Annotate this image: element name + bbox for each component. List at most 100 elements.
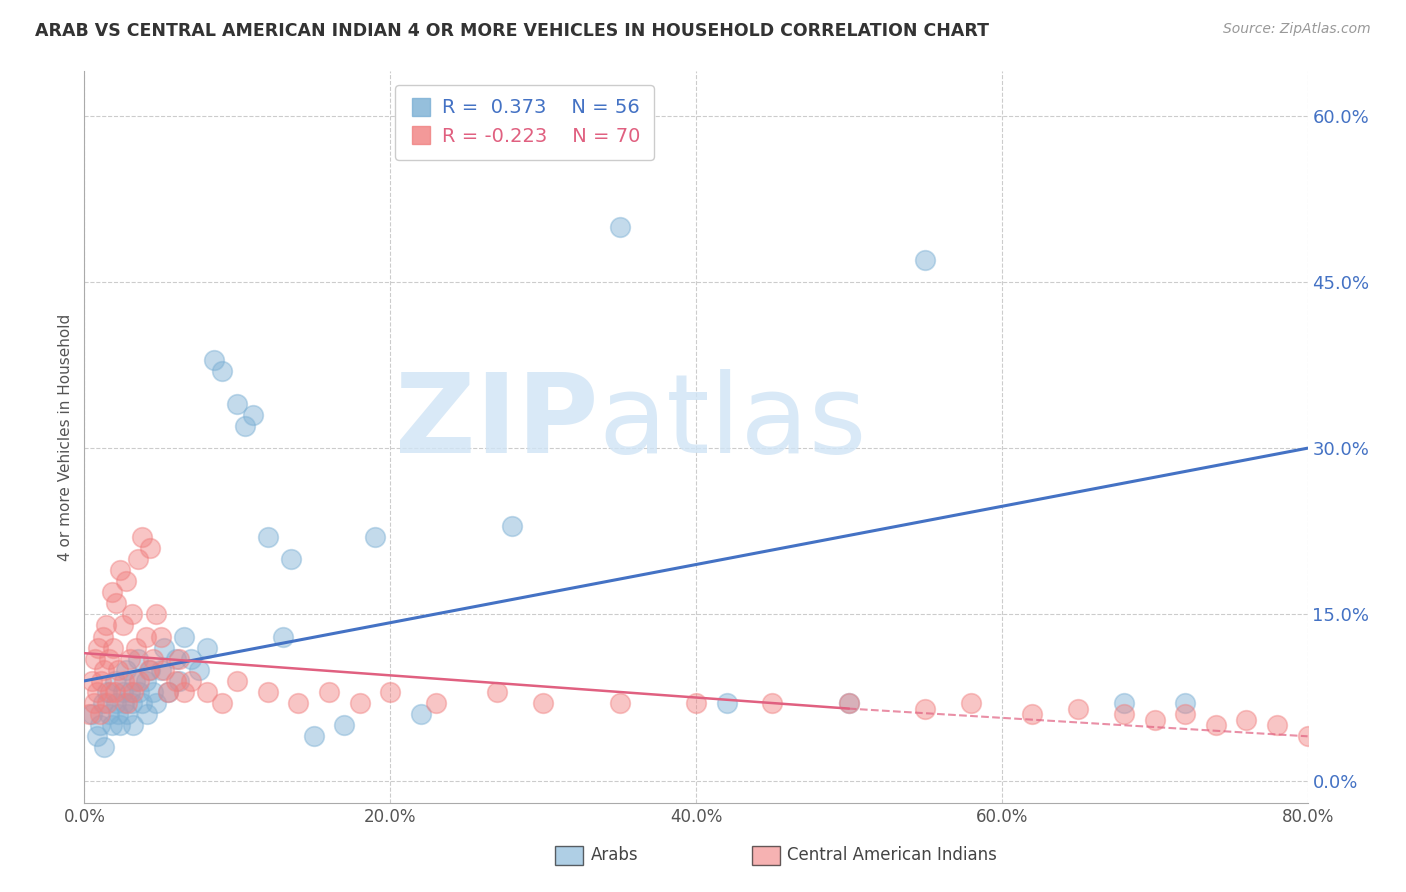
Point — [257, 685, 280, 699]
Point — [1174, 696, 1197, 710]
Point — [142, 685, 165, 699]
Point — [425, 696, 447, 710]
Point — [165, 673, 187, 688]
Point — [128, 685, 150, 699]
Point — [115, 707, 138, 722]
Point — [409, 707, 432, 722]
Point — [142, 651, 165, 665]
Point — [115, 696, 138, 710]
Point — [226, 397, 249, 411]
Point — [167, 651, 190, 665]
Point — [349, 696, 371, 710]
Point — [111, 685, 134, 699]
Point — [131, 530, 153, 544]
Point — [1327, 729, 1350, 743]
Point — [124, 673, 146, 688]
Point — [1205, 718, 1227, 732]
Point — [1143, 713, 1166, 727]
Point — [257, 530, 280, 544]
Point — [318, 685, 340, 699]
Point — [153, 640, 176, 655]
Point — [960, 696, 983, 710]
Point — [104, 685, 127, 699]
Point — [287, 696, 309, 710]
Point — [1114, 696, 1136, 710]
Y-axis label: 4 or more Vehicles in Household: 4 or more Vehicles in Household — [58, 313, 73, 561]
Text: ARAB VS CENTRAL AMERICAN INDIAN 4 OR MORE VEHICLES IN HOUSEHOLD CORRELATION CHAR: ARAB VS CENTRAL AMERICAN INDIAN 4 OR MOR… — [35, 22, 990, 40]
Point — [195, 640, 218, 655]
Point — [188, 663, 211, 677]
Point — [1021, 707, 1043, 722]
Point — [838, 696, 860, 710]
Point — [1174, 707, 1197, 722]
Point — [107, 663, 129, 677]
Point — [94, 618, 117, 632]
Point — [531, 696, 554, 710]
Point — [127, 651, 149, 665]
Point — [105, 696, 128, 710]
Point — [157, 685, 180, 699]
Point — [80, 707, 103, 722]
Point — [914, 701, 936, 715]
Point — [1114, 707, 1136, 722]
Point — [145, 607, 167, 622]
Point — [139, 541, 162, 555]
Point — [138, 663, 160, 677]
Point — [93, 740, 115, 755]
Text: Central American Indians: Central American Indians — [787, 847, 997, 864]
Point — [128, 673, 150, 688]
Point — [486, 685, 509, 699]
Point — [89, 707, 111, 722]
Legend: R =  0.373    N = 56, R = -0.223    N = 70: R = 0.373 N = 56, R = -0.223 N = 70 — [395, 85, 654, 160]
Point — [107, 707, 129, 722]
Point — [242, 408, 264, 422]
Point — [114, 663, 136, 677]
Point — [91, 630, 114, 644]
Point — [97, 707, 120, 722]
Point — [101, 718, 124, 732]
Point — [89, 718, 111, 732]
Point — [149, 663, 172, 677]
Point — [153, 663, 176, 677]
Point — [180, 673, 202, 688]
Point — [105, 596, 128, 610]
Point — [111, 618, 134, 632]
Point — [104, 673, 127, 688]
Text: ZIP: ZIP — [395, 369, 598, 476]
Point — [125, 640, 148, 655]
Point — [93, 663, 115, 677]
Point — [914, 252, 936, 267]
Point — [135, 630, 157, 644]
Point — [173, 630, 195, 644]
Text: Arabs: Arabs — [591, 847, 638, 864]
Point — [83, 696, 105, 710]
Point — [1067, 701, 1090, 715]
Text: Source: ZipAtlas.com: Source: ZipAtlas.com — [1223, 22, 1371, 37]
Point — [1296, 729, 1319, 743]
Point — [112, 673, 135, 688]
Point — [302, 729, 325, 743]
Point — [96, 696, 118, 710]
Point — [761, 696, 783, 710]
Point — [86, 685, 108, 699]
Point — [96, 685, 118, 699]
Point — [233, 419, 256, 434]
Point — [101, 585, 124, 599]
Point — [226, 673, 249, 688]
Point — [108, 563, 131, 577]
Point — [685, 696, 707, 710]
Point — [80, 673, 103, 688]
Point — [86, 729, 108, 743]
Point — [364, 530, 387, 544]
Point — [173, 685, 195, 699]
Point — [716, 696, 738, 710]
Point — [112, 696, 135, 710]
Point — [271, 630, 294, 644]
Point — [91, 696, 114, 710]
Point — [838, 696, 860, 710]
Point — [211, 363, 233, 377]
Point — [87, 640, 110, 655]
Text: atlas: atlas — [598, 369, 866, 476]
Point — [136, 707, 159, 722]
Point — [120, 651, 142, 665]
